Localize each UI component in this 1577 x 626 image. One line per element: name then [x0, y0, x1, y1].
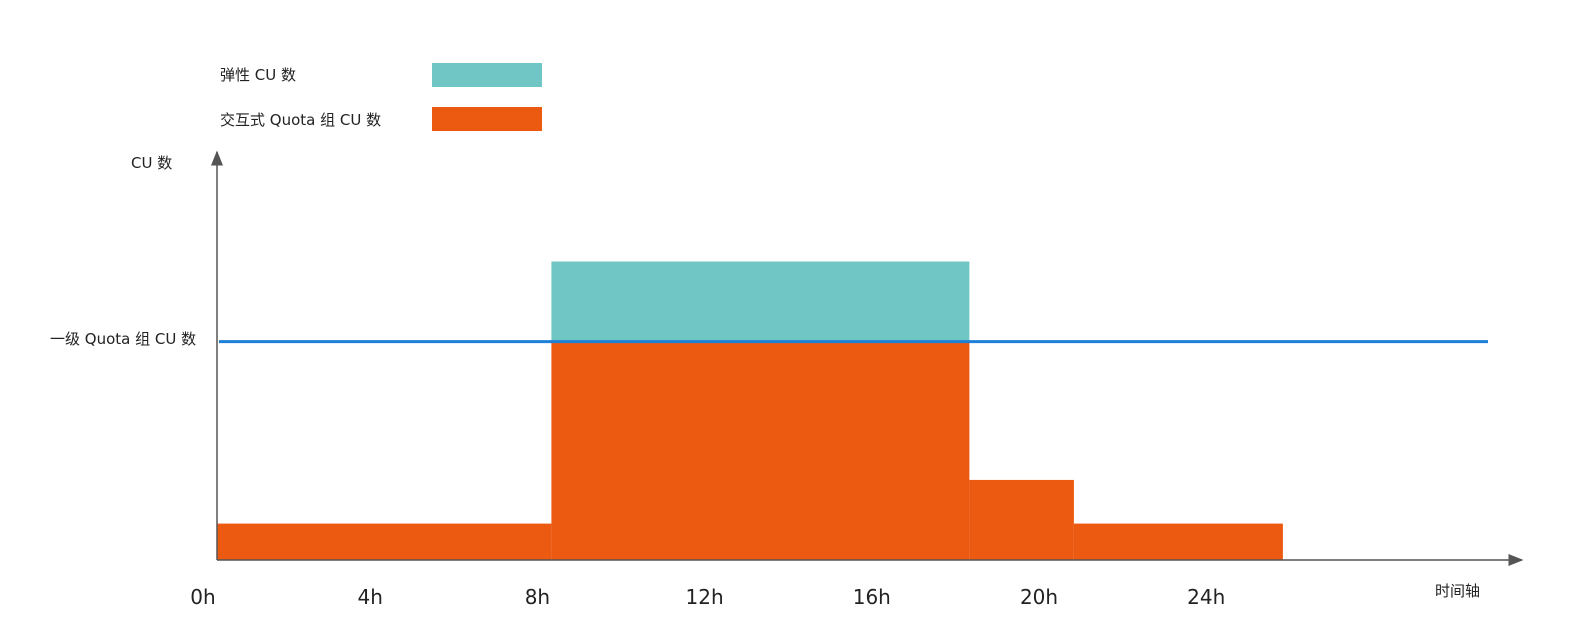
legend-label-elastic: 弹性 CU 数 [220, 66, 296, 84]
reference-line-label: 一级 Quota 组 CU 数 [50, 330, 196, 348]
x-tick-label-24h: 24h [1187, 585, 1225, 609]
x-tick-label-20h: 20h [1020, 585, 1058, 609]
y-axis-title: CU 数 [131, 154, 172, 172]
x-tick-label-8h: 8h [525, 585, 550, 609]
legend-swatch-interactive [432, 107, 542, 131]
interactive-quota-bar-0 [217, 523, 552, 560]
x-axis-title: 时间轴 [1435, 582, 1480, 600]
x-tick-label-0h: 0h [190, 585, 215, 609]
interactive-quota-bar-2 [969, 479, 1074, 560]
x-tick-labels: 0h 4h 8h 12h 16h 20h 24h [190, 585, 1225, 609]
legend-swatch-elastic [432, 63, 542, 87]
x-tick-label-16h: 16h [853, 585, 891, 609]
x-tick-label-4h: 4h [357, 585, 382, 609]
x-tick-label-12h: 12h [686, 585, 724, 609]
elastic-cu-bar-0 [551, 261, 970, 342]
interactive-quota-bar-1 [551, 341, 970, 560]
legend: 弹性 CU 数 交互式 Quota 组 CU 数 [220, 63, 542, 131]
interactive-quota-bar-3 [1073, 523, 1283, 560]
legend-label-interactive: 交互式 Quota 组 CU 数 [220, 111, 381, 129]
data-marks [217, 261, 1283, 560]
